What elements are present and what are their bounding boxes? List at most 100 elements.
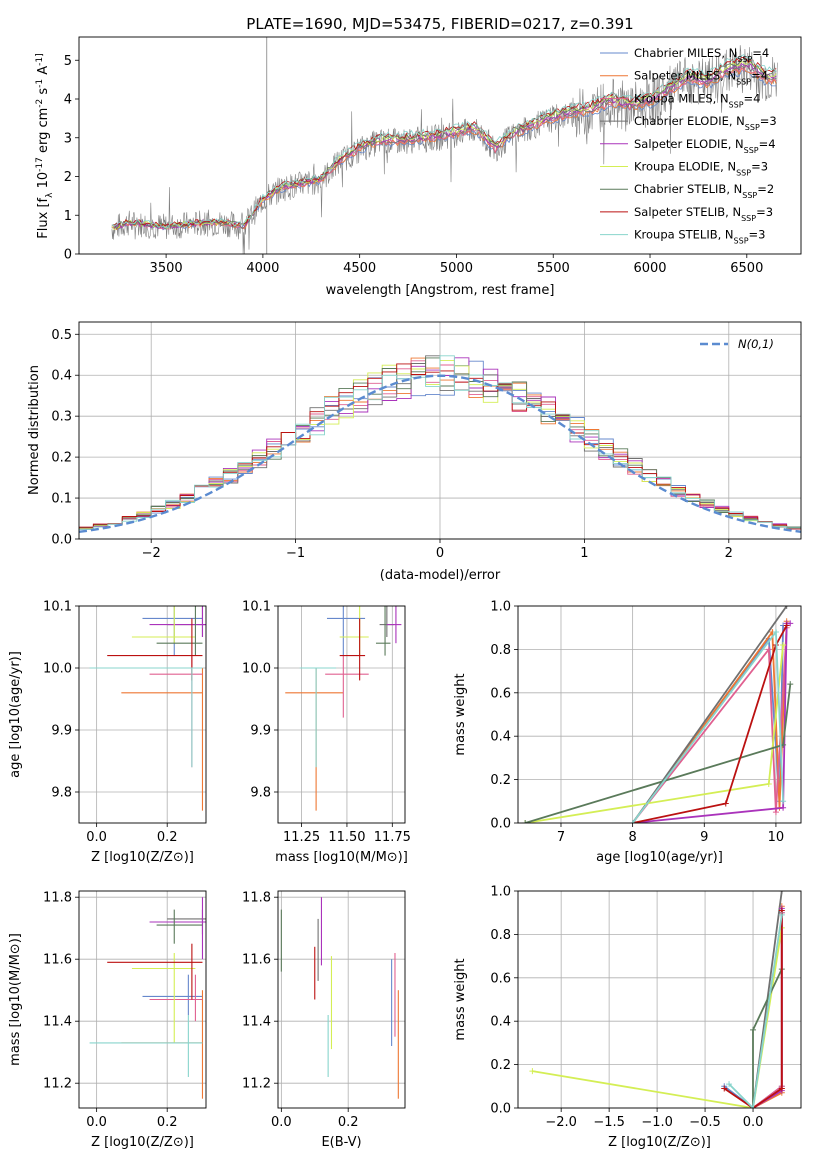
legend-entry-label: Kroupa ELODIE, NSSP=3 xyxy=(634,160,768,178)
mass-weight-marker xyxy=(722,800,729,807)
legend-entry-label: Chabrier ELODIE, NSSP=3 xyxy=(634,114,777,132)
mass-weight-marker xyxy=(783,606,790,609)
mass-weight-marker xyxy=(780,798,787,805)
y-tick-label: 10.0 xyxy=(242,662,271,677)
mass-weight-marker xyxy=(765,780,772,787)
x-tick-label: 10 xyxy=(768,830,785,845)
y-tick-label: 0.5 xyxy=(51,328,72,343)
y-axis-label: mass [log10(M/M⊙)] xyxy=(8,933,23,1066)
axes-frame xyxy=(517,605,802,824)
x-axis-label: wavelength [Angstrom, rest frame] xyxy=(326,283,555,298)
y-tick-label: 11.6 xyxy=(43,953,72,968)
y-tick-label: 0.2 xyxy=(490,1058,511,1073)
mass-weight-marker xyxy=(778,911,785,918)
y-tick-label: 9.9 xyxy=(51,724,72,739)
y-tick-label: 0.2 xyxy=(490,773,511,788)
mass-weight-marker xyxy=(522,820,529,823)
y-tick-label: 0.6 xyxy=(490,971,511,986)
x-tick-label: 0.0 xyxy=(271,1115,292,1130)
y-tick-label: 0.1 xyxy=(51,492,72,507)
x-tick-label: 0.2 xyxy=(338,1115,359,1130)
x-axis-label: E(B-V) xyxy=(321,1135,361,1150)
y-axis-label: Flux [fλ 10-17 erg cm-2 s-1 A-1] xyxy=(35,53,55,238)
y-tick-label: 11.8 xyxy=(242,891,271,906)
x-axis-label: mass [log10(M/M⊙)] xyxy=(275,850,408,865)
y-tick-label: 10.1 xyxy=(242,600,271,615)
y-tick-label: 11.6 xyxy=(242,953,271,968)
x-tick-label: −0.5 xyxy=(689,1115,721,1130)
mass-weight-marker xyxy=(787,620,794,627)
y-tick-label: 10.1 xyxy=(43,600,72,615)
y-tick-label: 1 xyxy=(64,209,72,224)
mass-weight-line xyxy=(723,910,783,1108)
axes-frame xyxy=(78,605,207,824)
y-axis-label: mass weight xyxy=(453,958,468,1040)
mass-weight-marker xyxy=(721,1085,728,1092)
y-tick-label: 11.4 xyxy=(242,1015,271,1030)
y-tick-label: 0.6 xyxy=(490,686,511,701)
y-tick-label: 11.2 xyxy=(43,1077,72,1092)
x-tick-label: −2.0 xyxy=(545,1115,577,1130)
x-axis-label: age [log10(age/yr)] xyxy=(596,850,723,865)
x-tick-label: 9 xyxy=(700,830,708,845)
x-tick-label: 5500 xyxy=(537,261,570,276)
y-tick-label: 11.8 xyxy=(43,891,72,906)
observed-spectrum-line xyxy=(111,45,778,254)
x-tick-label: 4000 xyxy=(246,261,279,276)
y-axis-label: age [log10(age/yr)] xyxy=(8,651,23,778)
y-tick-label: 11.4 xyxy=(43,1015,72,1030)
mass-weight-marker xyxy=(780,642,787,649)
y-tick-label: 5 xyxy=(64,54,72,69)
y-tick-label: 0.4 xyxy=(490,730,511,745)
axes-frame xyxy=(78,321,802,540)
x-axis-label: Z [log10(Z/Z⊙)] xyxy=(91,850,194,865)
x-tick-label: 8 xyxy=(628,830,636,845)
plots-layer: 3500 4000 4500 5000 5500 6000 6500 0 1 2 3 4 5 wavele… xyxy=(8,36,802,1150)
x-tick-label: −1 xyxy=(286,546,305,561)
x-tick-label: 2 xyxy=(725,546,733,561)
mass-weight-marker xyxy=(529,1068,536,1075)
mass-weight-marker xyxy=(783,622,790,629)
y-tick-label: 0.0 xyxy=(490,817,511,832)
legend-entry-label: Chabrier MILES, NSSP=4 xyxy=(634,46,769,64)
x-tick-label: 0 xyxy=(436,546,444,561)
legend-entry-label: Salpeter STELIB, NSSP=3 xyxy=(634,205,773,223)
mass-weight-line xyxy=(632,625,788,823)
axes-frame xyxy=(78,36,802,255)
y-tick-label: 1.0 xyxy=(490,885,511,900)
y-tick-label: 11.2 xyxy=(242,1077,271,1092)
x-axis-label: Z [log10(Z/Z⊙)] xyxy=(91,1135,194,1150)
x-tick-label: 5000 xyxy=(440,261,473,276)
mass-weight-marker xyxy=(750,1105,757,1108)
mass-weight-marker xyxy=(726,1081,733,1088)
mass-weight-line xyxy=(631,606,788,823)
legend-entry-label: Salpeter MILES, NSSP=4 xyxy=(634,69,768,87)
x-tick-label: 11.50 xyxy=(328,830,365,845)
y-tick-label: 0.4 xyxy=(51,369,72,384)
x-tick-label: 6500 xyxy=(730,261,763,276)
x-tick-label: 0.0 xyxy=(86,1115,107,1130)
legend-label-normal: N(0,1) xyxy=(738,337,774,351)
y-tick-label: 0.4 xyxy=(490,1015,511,1030)
mass-weight-marker xyxy=(778,891,785,894)
y-tick-label: 10.0 xyxy=(43,662,72,677)
normal-reference-curve xyxy=(78,374,802,533)
y-tick-label: 0.0 xyxy=(490,1102,511,1117)
x-tick-label: −2 xyxy=(142,546,161,561)
axes-frame xyxy=(277,890,406,1109)
legend-entry-label: Salpeter ELODIE, NSSP=4 xyxy=(634,137,776,155)
axes-frame xyxy=(78,890,207,1109)
y-tick-label: 0.8 xyxy=(490,928,511,943)
y-tick-label: 3 xyxy=(64,131,72,146)
mass-weight-line xyxy=(752,968,783,1108)
y-tick-label: 0 xyxy=(64,248,72,263)
x-tick-label: −1.5 xyxy=(593,1115,625,1130)
mass-weight-marker xyxy=(629,820,636,823)
x-axis-label: Z [log10(Z/Z⊙)] xyxy=(608,1135,711,1150)
legend-entry-label: Chabrier STELIB, NSSP=2 xyxy=(634,182,774,200)
x-tick-label: 7 xyxy=(557,830,565,845)
mass-weight-marker xyxy=(750,1026,757,1033)
y-tick-label: 4 xyxy=(64,93,72,108)
y-tick-label: 9.8 xyxy=(250,786,271,801)
